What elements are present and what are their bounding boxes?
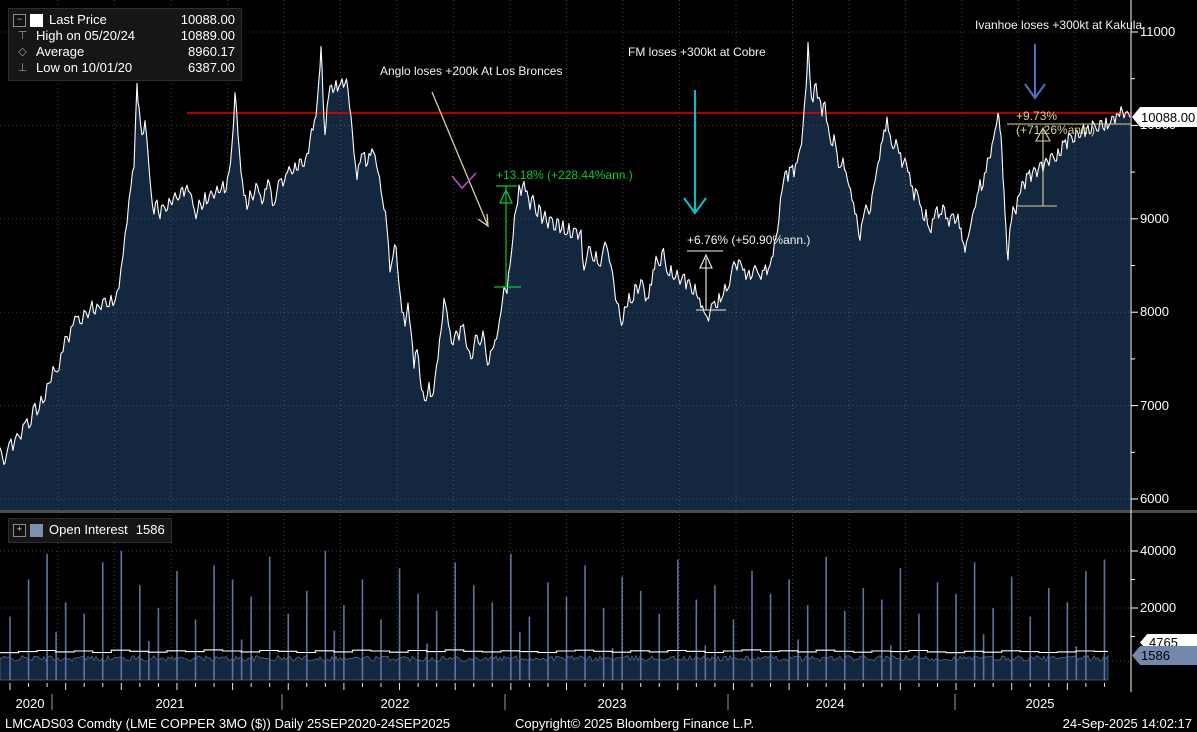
price-line (0, 41, 1131, 466)
low-marker-icon: ⊥ (17, 62, 28, 74)
x-axis-year-label: 2021 (155, 696, 185, 711)
legend-last-price-row[interactable]: − Last Price 10088.00 (13, 12, 235, 28)
y-axis-label: 11000 (1140, 24, 1176, 39)
main-legend: − Last Price 10088.00 ⊤ High on 05/20/24… (8, 8, 242, 81)
legend-value: 6387.00 (188, 60, 235, 75)
annotation-anglo: Anglo loses +200k At Los Bronces (380, 64, 563, 78)
legend-value: 10889.00 (180, 28, 235, 43)
x-axis-year-label: 2024 (815, 696, 845, 711)
footer-copyright: Copyright© 2025 Bloomberg Finance L.P. (515, 716, 755, 731)
anglo-arrow (431, 91, 489, 228)
legend-label: Last Price (49, 12, 107, 27)
average-marker-icon: ◇ (18, 46, 27, 58)
last-price-axis-label[interactable]: 10088.00 (1132, 107, 1197, 127)
panel-divider[interactable] (0, 510, 1197, 513)
price-area-fill (0, 42, 1130, 514)
legend-label: Average (36, 44, 85, 59)
y-axis-label: 6000 (1140, 491, 1169, 506)
open-interest-bars (9, 551, 1106, 680)
measure-label-yellow: +9.73% (+71.26%ann.) (1016, 109, 1096, 137)
y-axis-label: 7000 (1140, 397, 1169, 413)
oi-last-axis-label[interactable]: 1586 (1132, 646, 1197, 665)
x-axis-year-label: 2022 (380, 696, 410, 711)
gridlines (0, 0, 1131, 683)
ivanhoe-arrow (1024, 44, 1046, 100)
legend-value: 8960.17 (188, 44, 235, 59)
open-interest-label: Open Interest (49, 522, 128, 537)
oi-axis-label: 20000 (1140, 600, 1177, 615)
open-interest-legend[interactable]: + Open Interest 1586 (8, 518, 172, 543)
magenta-check-mark (451, 172, 477, 190)
measure-yellow (1007, 123, 1131, 207)
right-axis (1130, 0, 1138, 692)
legend-label: Low on 10/01/20 (36, 60, 133, 75)
expand-icon[interactable]: + (13, 523, 26, 537)
open-interest-value: 1586 (135, 522, 165, 537)
legend-average-row[interactable]: ◇ Average 8960.17 (13, 44, 235, 60)
fm-arrow (683, 90, 707, 215)
measure-green (494, 185, 521, 288)
y-axis-label: 8000 (1140, 304, 1169, 320)
high-marker-icon: ⊤ (17, 30, 28, 42)
legend-value: 10088.00 (180, 12, 235, 27)
annotation-ivanhoe: Ivanhoe loses +300kt at Kakula (975, 18, 1143, 32)
collapse-icon[interactable]: − (13, 13, 26, 27)
x-axis-year-label: 2025 (1025, 696, 1055, 711)
x-axis-year-label: 2020 (15, 696, 45, 711)
last-price-marker-icon (30, 13, 43, 27)
measure-label-white: +6.76% (+50.90%ann.) (687, 233, 811, 247)
oi-axis-label: 40000 (1140, 543, 1177, 558)
legend-label: High on 05/20/24 (36, 28, 136, 43)
open-interest-marker-icon (30, 523, 43, 537)
measure-label-green: +13.18% (+228.44%ann.) (496, 168, 633, 182)
legend-low-row[interactable]: ⊥ Low on 10/01/20 6387.00 (13, 60, 235, 76)
footer-timestamp: 24-Sep-2025 14:02:17 (1062, 716, 1192, 731)
open-interest-step-line (0, 649, 1108, 654)
x-axis-year-label: 2023 (597, 696, 627, 711)
annotation-fm: FM loses +300kt at Cobre (628, 45, 766, 59)
y-axis-label: 9000 (1140, 210, 1169, 226)
footer-security-info: LMCADS03 Comdty (LME COPPER 3MO ($)) Dai… (5, 716, 451, 731)
open-interest-baseline-area (0, 654, 1109, 681)
measure-white (687, 250, 726, 311)
legend-high-row[interactable]: ⊤ High on 05/20/24 10889.00 (13, 28, 235, 44)
x-axis-ticks (9, 683, 1105, 710)
